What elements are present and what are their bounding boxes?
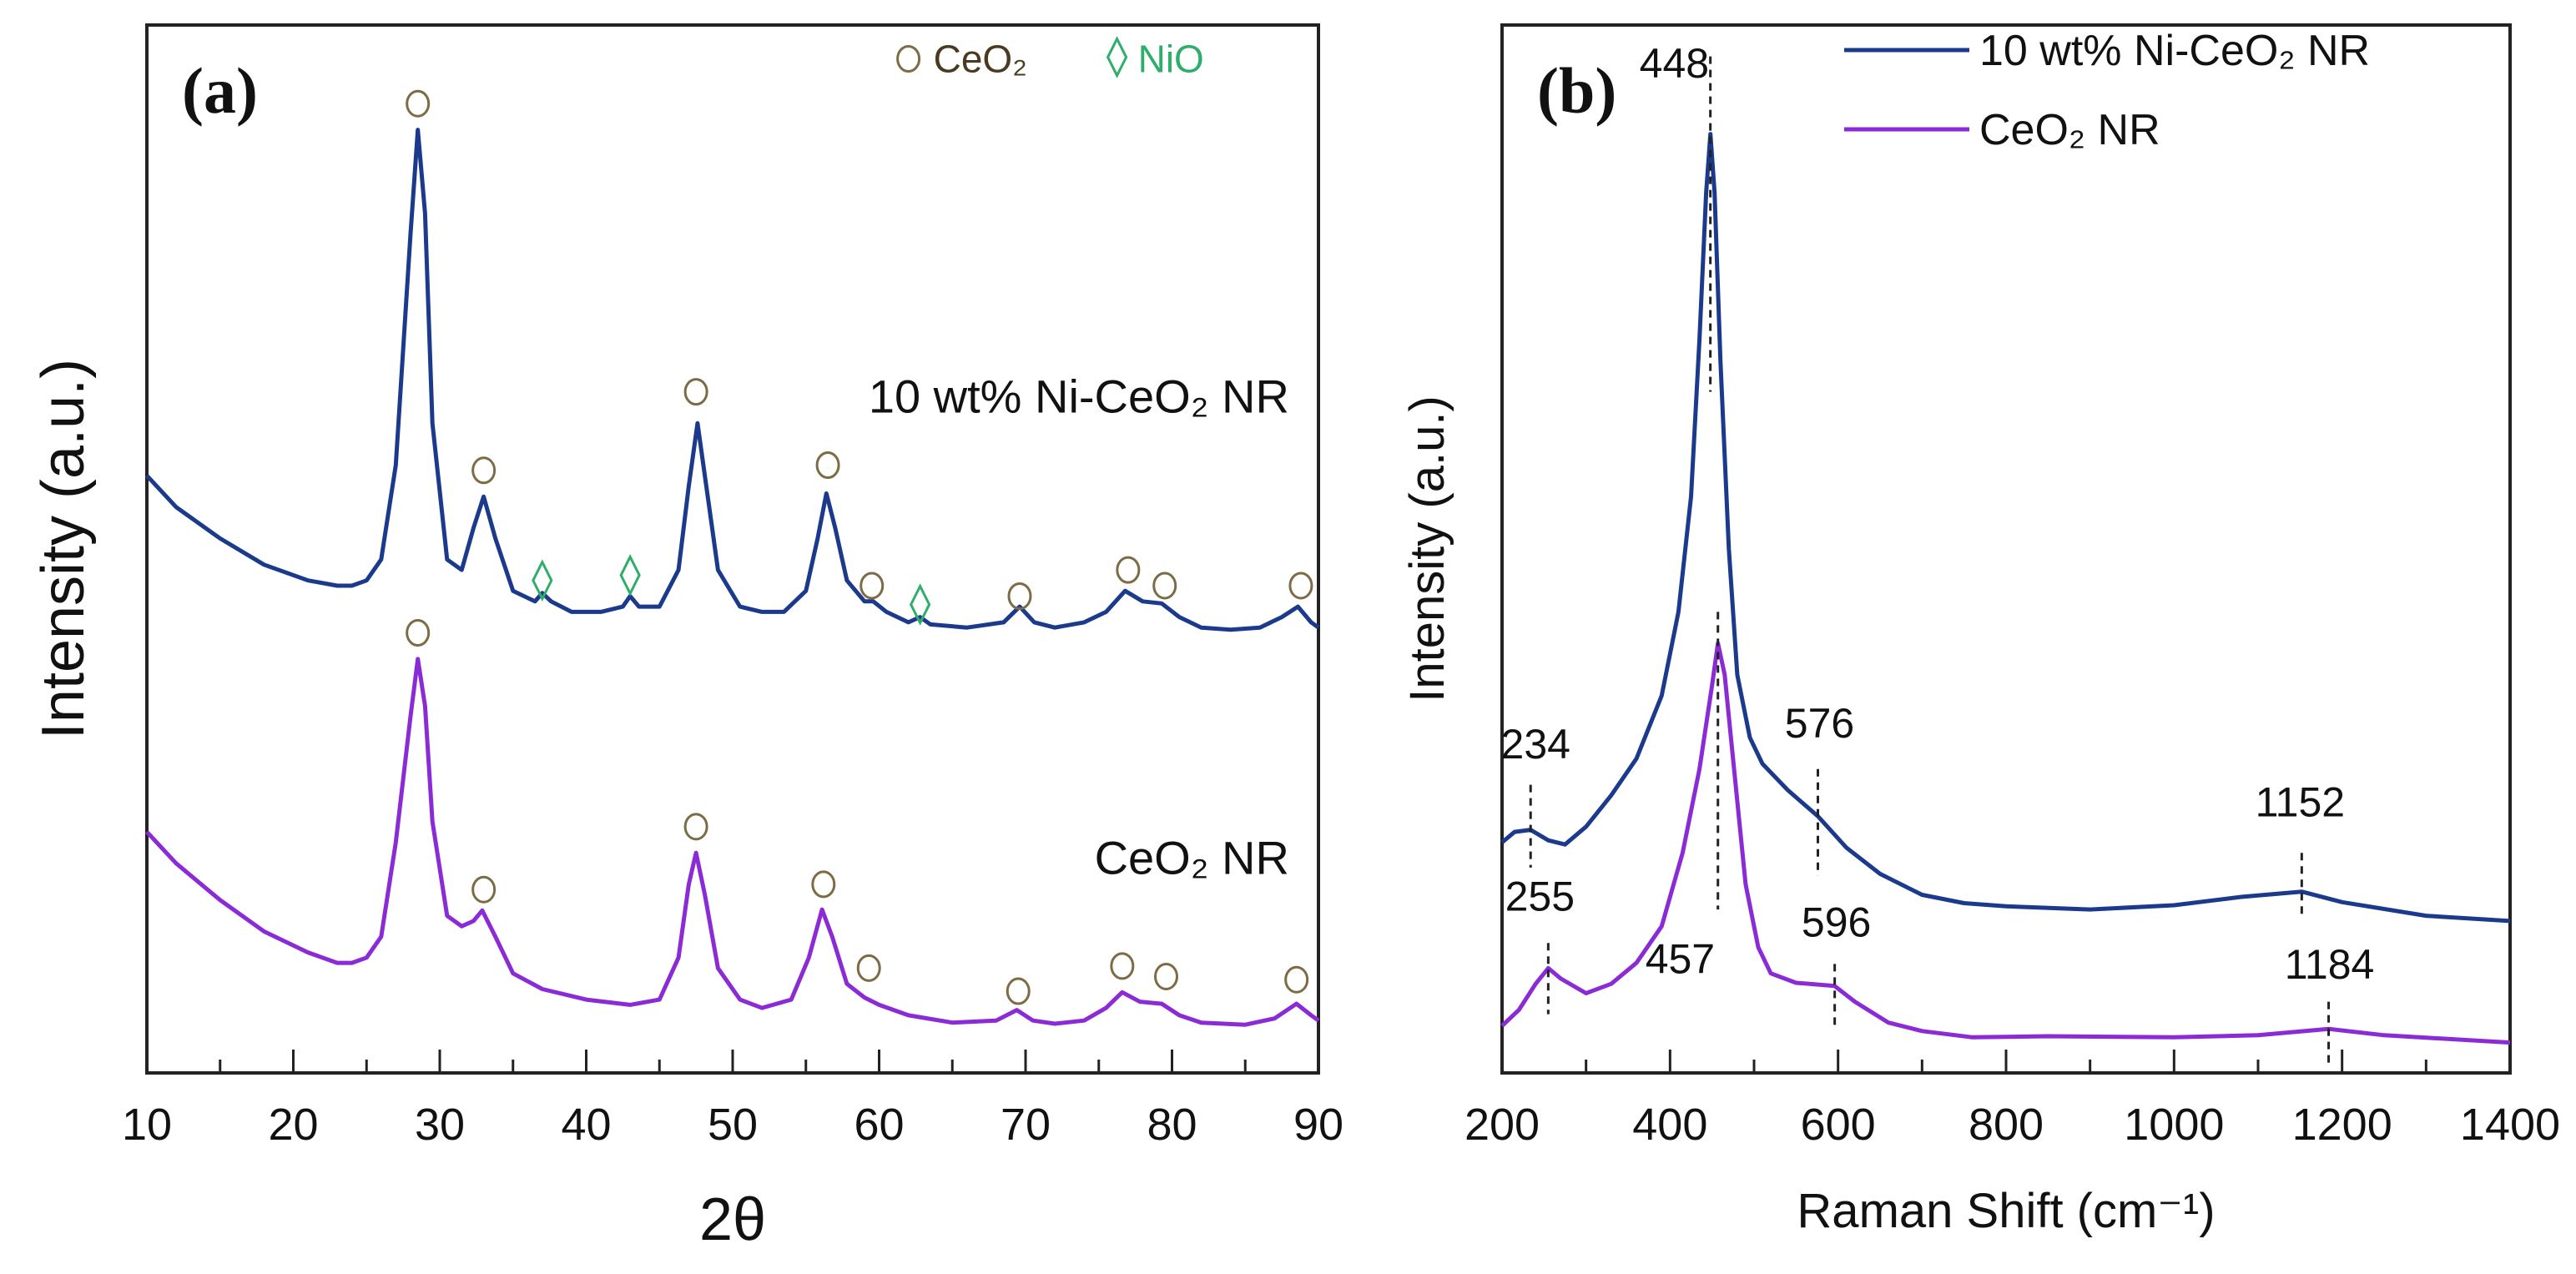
- x-tick-label: 20: [268, 1100, 318, 1150]
- x-tick-label: 600: [1801, 1100, 1876, 1150]
- legend-nio-diamond-icon: [1106, 36, 1128, 78]
- x-axis-title: 2θ: [699, 1186, 766, 1253]
- x-tick-label: 80: [1147, 1100, 1197, 1150]
- plot-frame: [1500, 23, 2512, 1075]
- panel-b-raman: 200 400 600 800 1000 1200 1400 Raman Shift (cm⁻…: [1400, 23, 2560, 1238]
- series-line-ceo2: [1500, 641, 2511, 1045]
- ceo2-circle-marker: [1110, 952, 1135, 980]
- ceo2-circle-marker: [683, 813, 708, 841]
- ceo2-circle-marker: [1284, 965, 1309, 994]
- ceo2-circle-marker: [683, 378, 708, 406]
- legend-nio-label: NiO: [1138, 38, 1204, 81]
- ceo2-circle-marker: [1153, 962, 1178, 990]
- y-axis-title: Intensity (a.u.): [1400, 395, 1454, 702]
- y-axis-title: Intensity (a.u.): [30, 359, 97, 739]
- ceo2-circle-marker: [1007, 582, 1032, 611]
- series-line-ni-ceo2: [1500, 132, 2511, 924]
- x-tick-label: 1200: [2292, 1100, 2392, 1150]
- ceo2-circle-marker: [815, 451, 840, 480]
- peak-label: 234: [1501, 721, 1570, 768]
- series-annotation: 10 wt% Ni-CeO₂ NR: [869, 370, 1289, 423]
- ceo2-circle-marker: [406, 618, 431, 647]
- x-tick-label: 1000: [2124, 1100, 2224, 1150]
- nio-diamond-marker: [532, 559, 553, 602]
- ceo2-circle-marker: [1116, 556, 1141, 584]
- x-tick-label: 90: [1293, 1100, 1343, 1150]
- ceo2-circle-marker: [856, 954, 881, 982]
- peak-label: 457: [1646, 936, 1715, 983]
- peak-label: 596: [1802, 899, 1871, 946]
- ceo2-circle-marker: [406, 89, 431, 118]
- nio-diamond-marker: [619, 554, 641, 597]
- x-tick-label: 70: [1001, 1100, 1051, 1150]
- ceo2-circle-marker: [471, 875, 497, 904]
- peak-label: 1152: [2256, 778, 2346, 825]
- x-tick-label: 200: [1464, 1100, 1540, 1150]
- x-tick-label: 400: [1632, 1100, 1707, 1150]
- legend-label: 10 wt% Ni-CeO₂ NR: [1979, 27, 2370, 75]
- series-annotation: CeO₂ NR: [1095, 831, 1289, 884]
- x-tick-label: 30: [415, 1100, 465, 1150]
- series-line-ni-ceo2: [145, 128, 1320, 632]
- ceo2-circle-marker: [1152, 572, 1177, 600]
- panel-a-xrd: 10 20 30 40 50 60 70 80 90 2θ Intensity (a.u.) (a) 1…: [30, 23, 1343, 1253]
- peak-label: 576: [1785, 700, 1854, 747]
- plot-frame: [145, 23, 1320, 1075]
- x-tick-label: 10: [122, 1100, 172, 1150]
- x-tick-label: 1400: [2460, 1100, 2560, 1150]
- panel-label: (b): [1537, 54, 1616, 127]
- panel-label: (a): [182, 54, 258, 127]
- ceo2-circle-marker: [811, 870, 836, 899]
- peak-label: 448: [1640, 40, 1709, 87]
- ceo2-circle-marker: [1288, 572, 1313, 600]
- x-tick-label: 40: [561, 1100, 611, 1150]
- legend-ceo2-circle-icon: [896, 45, 921, 73]
- legend-ceo2-label: CeO₂: [934, 38, 1027, 81]
- ceo2-circle-marker: [471, 456, 497, 485]
- x-tick-label: 60: [854, 1100, 904, 1150]
- ceo2-circle-marker: [860, 572, 885, 600]
- x-axis-title: Raman Shift (cm⁻¹): [1797, 1184, 2215, 1238]
- x-tick-label: 50: [708, 1100, 758, 1150]
- ceo2-circle-marker: [1006, 977, 1031, 1005]
- nio-diamond-marker: [909, 583, 931, 626]
- legend-label: CeO₂ NR: [1979, 106, 2160, 154]
- series-line-ceo2: [145, 657, 1320, 1027]
- peak-label: 255: [1505, 873, 1575, 919]
- peak-label: 1184: [2285, 941, 2375, 988]
- x-tick-label: 800: [1969, 1100, 2044, 1150]
